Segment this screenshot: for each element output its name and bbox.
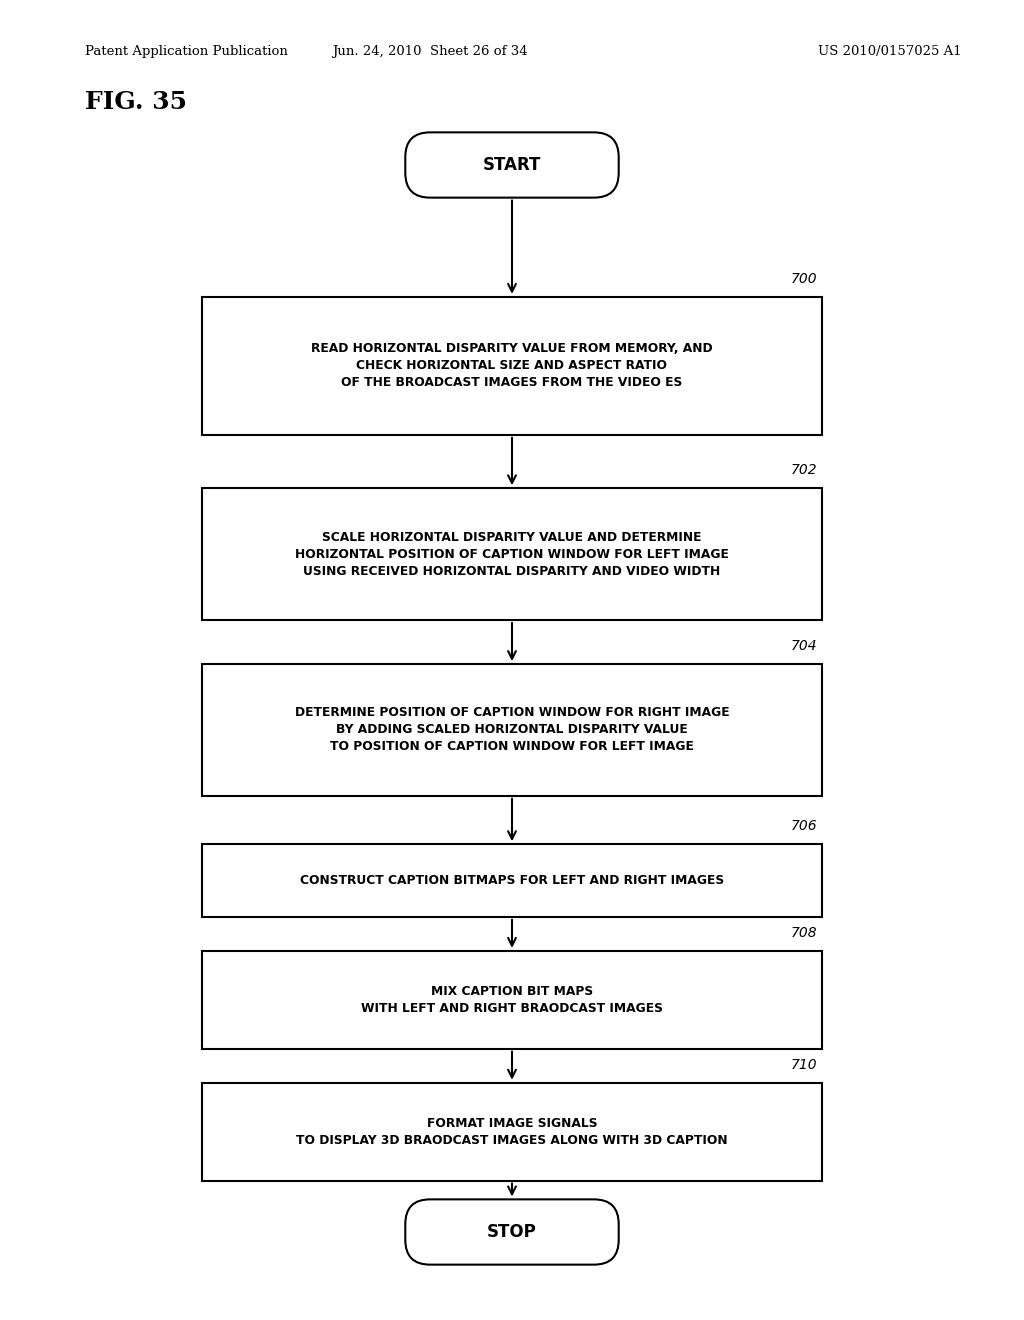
Text: STOP: STOP (487, 1224, 537, 1241)
FancyBboxPatch shape (406, 1200, 618, 1265)
Text: READ HORIZONTAL DISPARITY VALUE FROM MEMORY, AND
CHECK HORIZONTAL SIZE AND ASPEC: READ HORIZONTAL DISPARITY VALUE FROM MEM… (311, 342, 713, 389)
Text: FORMAT IMAGE SIGNALS
TO DISPLAY 3D BRAODCAST IMAGES ALONG WITH 3D CAPTION: FORMAT IMAGE SIGNALS TO DISPLAY 3D BRAOD… (296, 1117, 728, 1147)
Text: 704: 704 (791, 639, 817, 653)
Text: START: START (482, 156, 542, 174)
Bar (202, 950, 822, 1048)
Text: 708: 708 (791, 925, 817, 940)
Text: CONSTRUCT CAPTION BITMAPS FOR LEFT AND RIGHT IMAGES: CONSTRUCT CAPTION BITMAPS FOR LEFT AND R… (300, 874, 724, 887)
Text: 700: 700 (791, 272, 817, 286)
Text: Jun. 24, 2010  Sheet 26 of 34: Jun. 24, 2010 Sheet 26 of 34 (332, 45, 527, 58)
Text: MIX CAPTION BIT MAPS
WITH LEFT AND RIGHT BRAODCAST IMAGES: MIX CAPTION BIT MAPS WITH LEFT AND RIGHT… (361, 985, 663, 1015)
Bar (202, 1082, 822, 1180)
Text: 710: 710 (791, 1057, 817, 1072)
Text: US 2010/0157025 A1: US 2010/0157025 A1 (818, 45, 962, 58)
Text: FIG. 35: FIG. 35 (85, 90, 187, 114)
Text: SCALE HORIZONTAL DISPARITY VALUE AND DETERMINE
HORIZONTAL POSITION OF CAPTION WI: SCALE HORIZONTAL DISPARITY VALUE AND DET… (295, 531, 729, 578)
Text: Patent Application Publication: Patent Application Publication (85, 45, 288, 58)
Bar (202, 843, 822, 917)
Text: 706: 706 (791, 820, 817, 833)
Text: 702: 702 (791, 463, 817, 478)
FancyBboxPatch shape (406, 132, 618, 198)
Bar (202, 488, 822, 620)
Bar (202, 664, 822, 796)
Bar (202, 297, 822, 434)
Text: DETERMINE POSITION OF CAPTION WINDOW FOR RIGHT IMAGE
BY ADDING SCALED HORIZONTAL: DETERMINE POSITION OF CAPTION WINDOW FOR… (295, 706, 729, 754)
